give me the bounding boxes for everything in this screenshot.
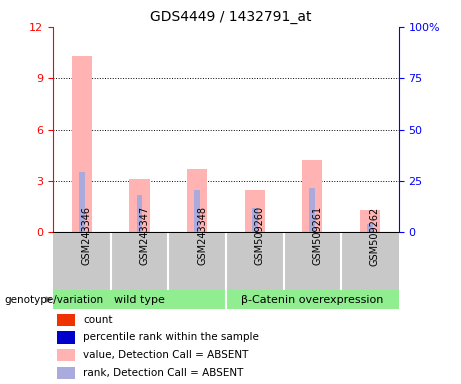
Text: GSM509261: GSM509261 <box>313 206 322 265</box>
Bar <box>245 190 265 232</box>
Text: count: count <box>83 315 113 325</box>
Bar <box>57 331 75 344</box>
Bar <box>187 169 207 232</box>
Bar <box>367 224 373 232</box>
Text: percentile rank within the sample: percentile rank within the sample <box>83 333 260 343</box>
Bar <box>57 367 75 379</box>
Text: GSM243347: GSM243347 <box>139 206 149 265</box>
Bar <box>252 209 258 232</box>
Text: GDS4449 / 1432791_at: GDS4449 / 1432791_at <box>150 10 311 23</box>
Text: rank, Detection Call = ABSENT: rank, Detection Call = ABSENT <box>83 368 244 378</box>
Bar <box>57 314 75 326</box>
Text: wild type: wild type <box>114 295 165 305</box>
Bar <box>130 179 149 232</box>
Bar <box>302 161 322 232</box>
Bar <box>360 210 380 232</box>
Text: GSM243348: GSM243348 <box>197 207 207 265</box>
Text: GSM509262: GSM509262 <box>370 206 380 266</box>
Text: GSM243346: GSM243346 <box>82 207 92 265</box>
Bar <box>309 188 315 232</box>
Bar <box>57 349 75 361</box>
Text: genotype/variation: genotype/variation <box>5 295 104 305</box>
Text: β-Catenin overexpression: β-Catenin overexpression <box>241 295 384 305</box>
Bar <box>136 195 142 232</box>
Text: value, Detection Call = ABSENT: value, Detection Call = ABSENT <box>83 350 249 360</box>
Bar <box>194 190 200 232</box>
Bar <box>72 56 92 232</box>
Text: GSM509260: GSM509260 <box>254 206 265 265</box>
Bar <box>79 172 85 232</box>
